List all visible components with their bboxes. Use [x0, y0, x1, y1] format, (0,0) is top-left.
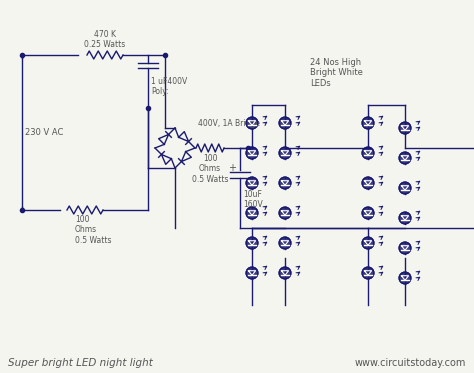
Text: 24 Nos High
Bright White
LEDs: 24 Nos High Bright White LEDs: [310, 58, 363, 88]
Circle shape: [246, 117, 258, 129]
Circle shape: [399, 122, 411, 134]
Text: www.circuitstoday.com: www.circuitstoday.com: [355, 358, 466, 368]
Text: 10uF
160V: 10uF 160V: [243, 190, 263, 209]
Circle shape: [362, 207, 374, 219]
Circle shape: [362, 267, 374, 279]
Circle shape: [246, 147, 258, 159]
Text: +: +: [228, 163, 236, 173]
Circle shape: [362, 177, 374, 189]
Circle shape: [279, 207, 291, 219]
Circle shape: [279, 237, 291, 249]
Circle shape: [399, 242, 411, 254]
Circle shape: [279, 267, 291, 279]
Circle shape: [246, 237, 258, 249]
Circle shape: [362, 117, 374, 129]
Circle shape: [246, 177, 258, 189]
Circle shape: [362, 237, 374, 249]
Circle shape: [362, 147, 374, 159]
Circle shape: [279, 147, 291, 159]
Circle shape: [246, 207, 258, 219]
Text: 230 V AC: 230 V AC: [25, 128, 64, 137]
Circle shape: [399, 152, 411, 164]
Text: 470 K
0.25 Watts: 470 K 0.25 Watts: [84, 29, 126, 49]
Circle shape: [399, 272, 411, 284]
Circle shape: [399, 212, 411, 224]
Circle shape: [279, 117, 291, 129]
Text: Super bright LED night light: Super bright LED night light: [8, 358, 153, 368]
Text: 1 uF400V
Poly:: 1 uF400V Poly:: [151, 77, 187, 96]
Text: 400V, 1A Bridge: 400V, 1A Bridge: [198, 119, 260, 128]
Circle shape: [279, 177, 291, 189]
Circle shape: [399, 182, 411, 194]
Text: 100
Ohms
0.5 Watts: 100 Ohms 0.5 Watts: [192, 154, 228, 184]
Circle shape: [246, 267, 258, 279]
Text: 100
Ohms
0.5 Watts: 100 Ohms 0.5 Watts: [75, 215, 111, 245]
